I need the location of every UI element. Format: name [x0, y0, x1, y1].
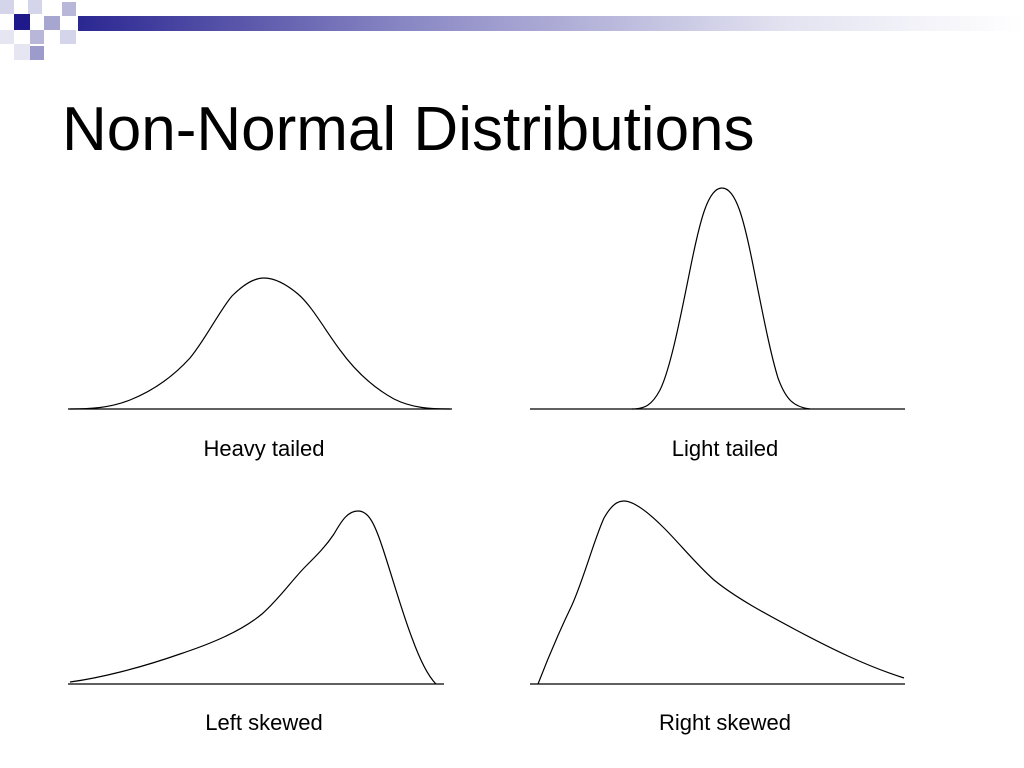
right-skewed-curve	[537, 500, 905, 685]
left-skewed-curve	[69, 510, 437, 685]
checker-squares	[0, 0, 76, 60]
heavy-tailed-label: Heavy tailed	[203, 436, 325, 461]
slide-title: Non-Normal Distributions	[62, 95, 755, 164]
heavy-tailed-curve	[69, 277, 451, 410]
left-skewed-label: Left skewed	[205, 710, 323, 735]
header-gradient-bar	[78, 16, 1024, 31]
header-decoration	[0, 0, 1024, 60]
light-tailed-label: Light tailed	[671, 436, 779, 461]
right-skewed-label: Right skewed	[658, 710, 792, 735]
light-tailed-curve	[631, 187, 811, 410]
